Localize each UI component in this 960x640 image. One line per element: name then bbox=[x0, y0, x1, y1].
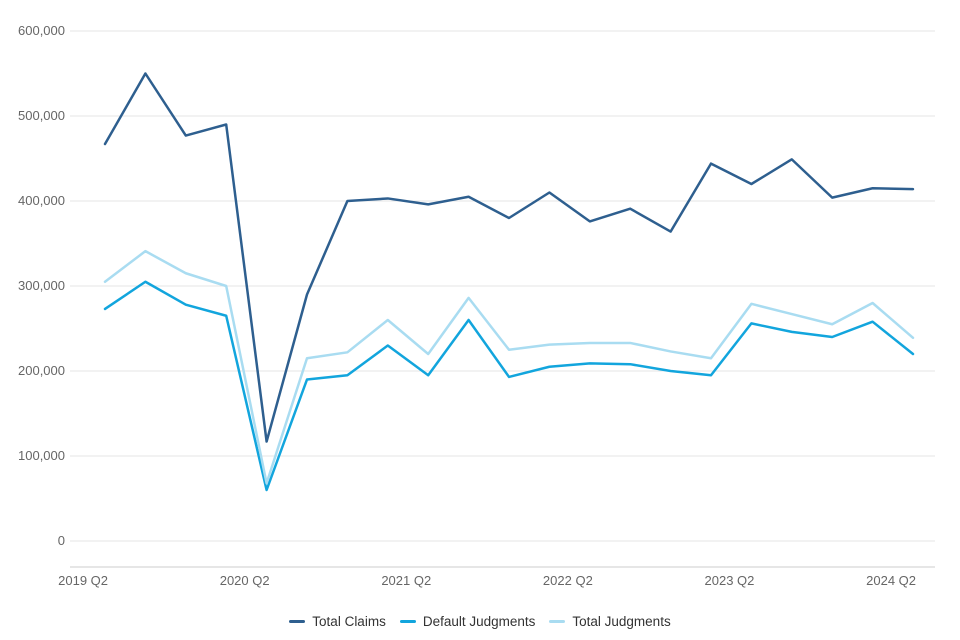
y-axis-label: 400,000 bbox=[18, 193, 65, 208]
y-axis-label: 500,000 bbox=[18, 108, 65, 123]
x-axis-label: 2024 Q2 bbox=[866, 573, 916, 588]
x-axis-label: 2021 Q2 bbox=[381, 573, 432, 588]
legend-item-default-judgments[interactable]: Default Judgments bbox=[399, 613, 536, 629]
legend-line-marker bbox=[399, 619, 416, 623]
series-line-default-judgments bbox=[103, 280, 915, 492]
legend-line-marker bbox=[289, 619, 306, 623]
legend-label: Total Judgments bbox=[572, 613, 671, 629]
y-axis-label: 100,000 bbox=[18, 448, 65, 463]
x-axis-label: 2023 Q2 bbox=[704, 573, 755, 588]
y-axis-label: 300,000 bbox=[18, 278, 65, 293]
chart-legend: Total Claims Default Judgments Total Judgm… bbox=[0, 608, 960, 634]
x-axis-label: 2022 Q2 bbox=[542, 573, 593, 588]
legend-line-marker bbox=[549, 619, 566, 623]
x-axis-label: 2019 Q2 bbox=[58, 573, 108, 588]
legend-item-total-claims[interactable]: Total Claims bbox=[289, 614, 386, 629]
x-axis-label: 2020 Q2 bbox=[219, 573, 270, 588]
legend-item-total-judgments[interactable]: Total Judgments bbox=[549, 613, 671, 629]
legend-label: Default Judgments bbox=[422, 613, 536, 629]
series-line-total-judgments bbox=[103, 249, 915, 485]
series-line-total-claims bbox=[103, 72, 915, 443]
y-axis-label: 0 bbox=[57, 533, 65, 548]
y-axis-label: 200,000 bbox=[18, 363, 65, 378]
legend-label: Total Claims bbox=[312, 613, 386, 629]
y-axis-label: 600,000 bbox=[18, 23, 65, 38]
